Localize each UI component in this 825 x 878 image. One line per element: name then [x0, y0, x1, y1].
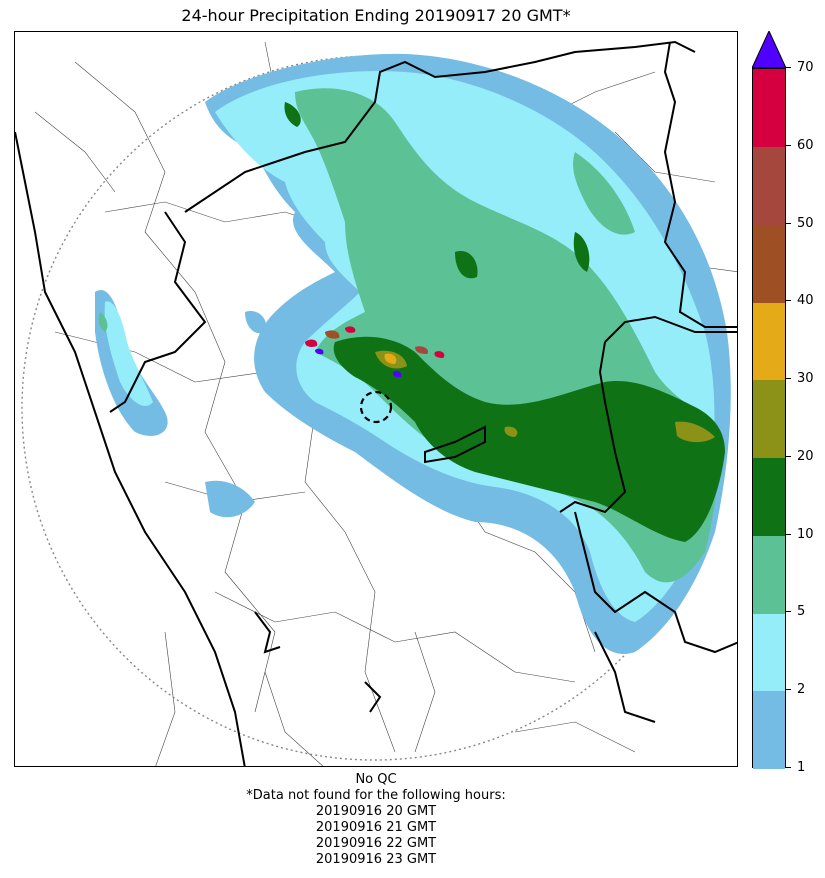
colorbar-tick: [786, 767, 791, 768]
missing-hour: 20190916 22 GMT: [315, 836, 437, 851]
colorbar-tick: [786, 689, 791, 691]
colorbar-tick-label: 40: [797, 293, 814, 309]
radar-map: [14, 31, 738, 767]
colorbar-tick-label: 60: [797, 137, 814, 153]
colorbar-segment: [753, 535, 785, 614]
missing-hour: 20190916 23 GMT: [315, 852, 437, 867]
footer-notes: No QC *Data not found for the following …: [14, 772, 738, 868]
colorbar-segment: [753, 380, 785, 459]
colorbar-tick: [786, 611, 791, 613]
map-title: 24-hour Precipitation Ending 20190917 20…: [181, 6, 571, 25]
colorbar-segment: [753, 224, 785, 303]
colorbar-tick-label: 20: [797, 448, 814, 464]
missing-data-note: *Data not found for the following hours:: [246, 788, 506, 803]
colorbar-segment: [753, 457, 785, 536]
colorbar-segment: [753, 69, 785, 147]
state-boundaries: [15, 40, 737, 766]
colorbar-tick-label: 50: [797, 215, 814, 231]
radar-site-marker: [359, 390, 393, 424]
colorbar-tick: [786, 300, 791, 302]
colorbar-tick: [786, 378, 791, 380]
colorbar-tick: [786, 144, 791, 146]
missing-hour: 20190916 21 GMT: [315, 820, 437, 835]
qc-status: No QC: [355, 772, 397, 787]
colorbar-tick-label: 30: [797, 371, 814, 387]
precipitation-map-svg: [15, 40, 737, 766]
colorbar-segment: [753, 302, 785, 381]
colorbar-tick-label: 2: [797, 682, 806, 698]
colorbar-tick-label: 1: [797, 760, 806, 775]
missing-hour: 20190916 20 GMT: [315, 804, 437, 819]
colorbar-tick: [786, 533, 791, 535]
colorbar-tick-label: 70: [797, 60, 814, 75]
colorbar-tick-label: 10: [797, 526, 814, 542]
precipitation-field: [95, 53, 731, 654]
colorbar-extend-triangle: [752, 31, 786, 69]
colorbar: [752, 68, 786, 770]
colorbar-tick: [786, 222, 791, 224]
colorbar-segment: [753, 613, 785, 692]
colorbar-segment: [753, 146, 785, 225]
colorbar-tick: [786, 67, 791, 68]
colorbar-tick-label: 5: [797, 604, 806, 620]
colorbar-tick: [786, 455, 791, 457]
colorbar-segment: [753, 691, 785, 770]
